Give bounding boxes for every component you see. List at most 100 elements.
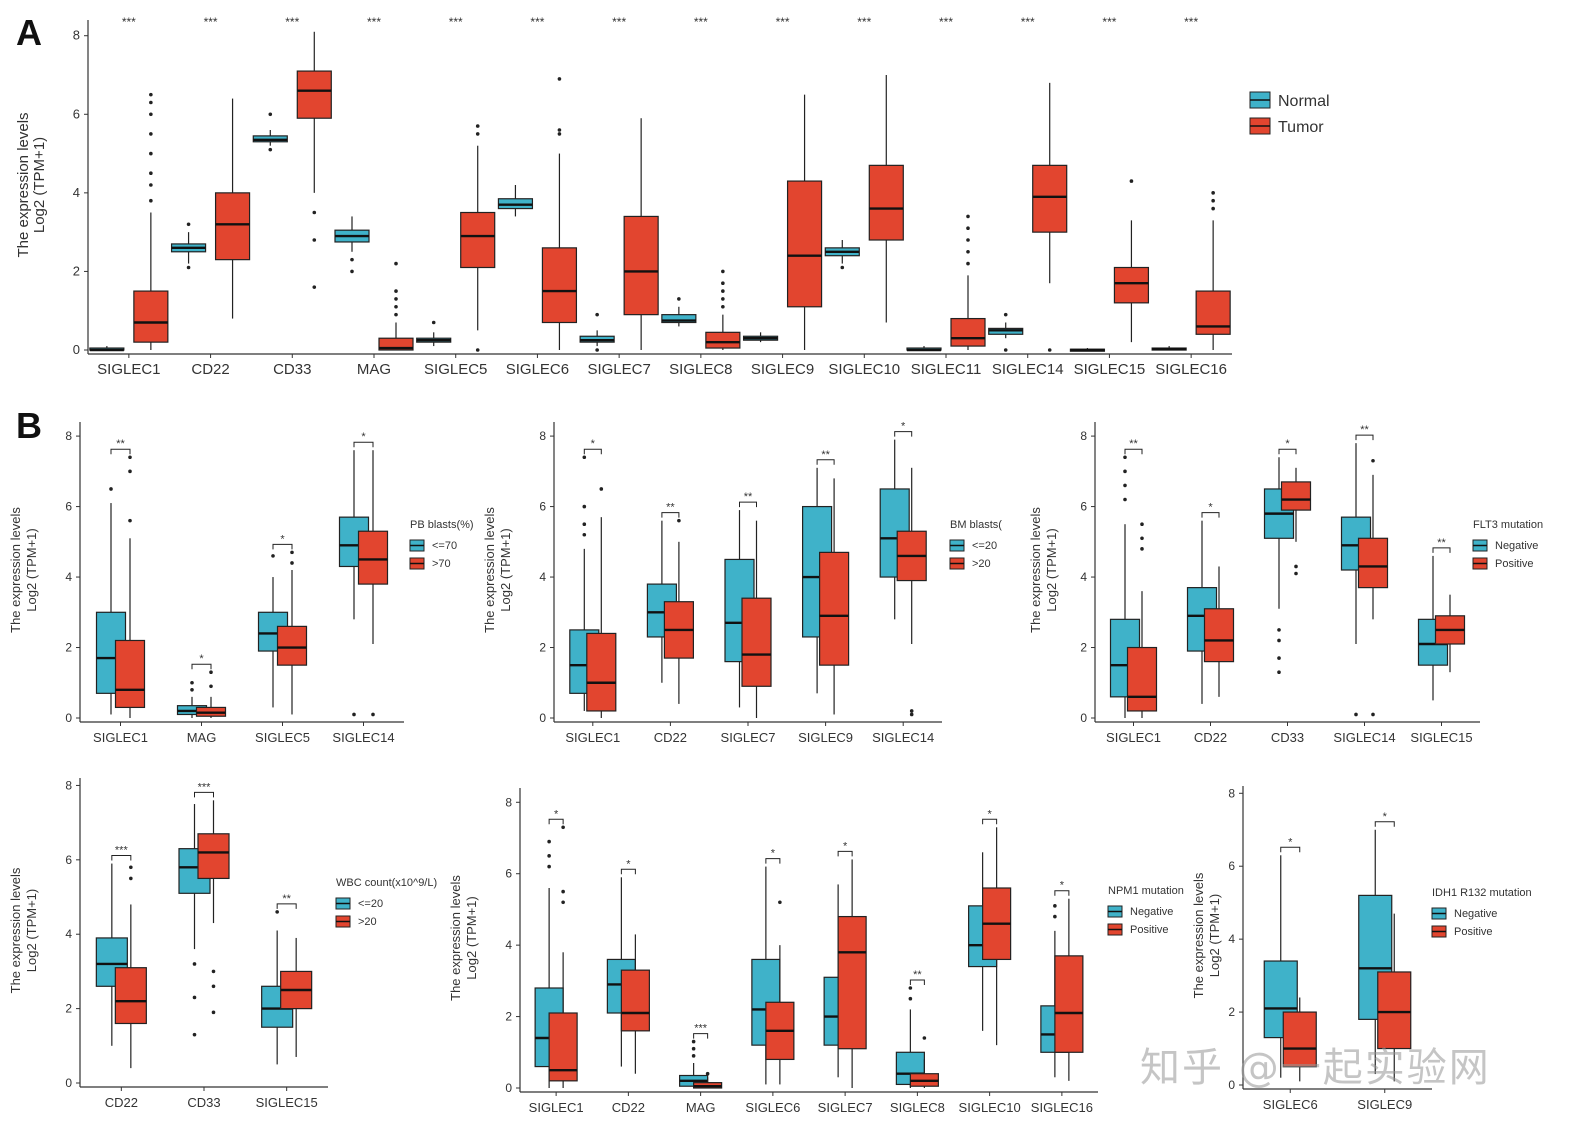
outlier-point	[909, 712, 914, 717]
box-tumor	[623, 118, 659, 350]
box-normal	[906, 346, 942, 352]
legend: Normal Tumor	[1249, 91, 1330, 136]
box-tumor	[705, 269, 741, 350]
y-tick-label: 2	[1080, 641, 1087, 655]
x-tick-label: CD22	[1194, 730, 1227, 745]
group-siglec6: *** SIGLEC6	[497, 15, 578, 378]
x-tick-label: CD33	[1271, 730, 1304, 745]
outlier-point	[721, 269, 725, 274]
sig-bracket	[111, 855, 132, 861]
outlier-point	[582, 522, 587, 526]
outlier-point	[1277, 628, 1281, 632]
box-body	[1280, 481, 1312, 511]
group-cd22: * CD22	[606, 858, 650, 1115]
box-tumor	[541, 77, 578, 350]
y-tick-label: 6	[505, 867, 512, 881]
outlier-point	[691, 1039, 696, 1044]
x-tick-label: SIGLEC14	[992, 361, 1064, 378]
box-normal	[497, 185, 534, 217]
group-siglec1: * SIGLEC1	[529, 808, 584, 1115]
sig-bracket	[1355, 434, 1374, 441]
y-tick-label: 4	[539, 570, 546, 584]
outlier-point	[394, 304, 398, 309]
outlier-point	[211, 984, 216, 989]
outlier-point	[431, 320, 436, 325]
group-siglec6: * SIGLEC6	[745, 848, 800, 1115]
box-body	[661, 314, 697, 324]
sig-label: ***	[857, 15, 871, 29]
group-siglec10: * SIGLEC10	[959, 808, 1021, 1115]
box-body	[837, 915, 867, 1050]
sig-bracket	[191, 663, 212, 670]
box-body	[623, 215, 659, 316]
x-tick-label: SIGLEC1	[565, 730, 620, 745]
sig-bracket	[816, 459, 835, 465]
sig-label: ***	[1184, 15, 1198, 29]
box-body	[214, 192, 251, 261]
group-siglec5: *** SIGLEC5	[416, 15, 496, 378]
box-tumor	[1195, 191, 1231, 350]
outlier-point	[394, 297, 398, 301]
outlier-point	[561, 900, 565, 905]
outlier-point	[211, 1010, 216, 1015]
sig-bracket	[909, 979, 925, 985]
box-tumor	[868, 75, 904, 323]
box-tumor	[765, 900, 795, 1085]
y-tick-label: 6	[65, 853, 72, 867]
x-tick-label: SIGLEC10	[828, 361, 900, 378]
outlier-point	[721, 289, 725, 293]
y-axis-subtitle: Log2 (TPM+1)	[24, 889, 39, 972]
box-body	[133, 290, 169, 343]
box-tumor	[296, 31, 332, 289]
y-tick-label: 4	[65, 927, 72, 941]
box-tumor	[133, 92, 169, 350]
outlier-point	[1047, 348, 1052, 352]
y-tick-label: 2	[65, 641, 72, 655]
outlier-point	[595, 348, 599, 352]
x-tick-label: SIGLEC7	[587, 361, 650, 378]
x-tick-label: SIGLEC1	[93, 730, 148, 745]
box-normal	[742, 332, 779, 343]
outlier-point	[312, 285, 317, 289]
x-tick-label: SIGLEC6	[745, 1100, 800, 1115]
outlier-point	[1123, 497, 1127, 502]
outlier-point	[561, 889, 565, 894]
outlier-point	[394, 261, 398, 266]
chart-b6: 0 2 4 6 8 The expression levels Log2 (TPM+1) * S…	[1191, 786, 1532, 1112]
outlier-point	[966, 261, 970, 266]
box-normal	[89, 346, 125, 352]
group-siglec7: * SIGLEC7	[818, 840, 873, 1115]
outlier-point	[721, 297, 725, 301]
y-tick-label: 2	[539, 641, 546, 655]
y-tick-label: 6	[65, 500, 72, 514]
sig-label: *	[554, 808, 559, 820]
outlier-point	[557, 132, 562, 136]
legend-label: Negative	[1130, 906, 1173, 918]
outlier-point	[599, 487, 604, 491]
y-axis-subtitle: Log2 (TPM+1)	[1044, 528, 1059, 611]
box-tumor	[1054, 898, 1084, 1081]
x-tick-label: SIGLEC14	[1333, 730, 1395, 745]
box-normal	[170, 222, 207, 270]
box-normal	[661, 297, 697, 327]
y-tick-label: 8	[1080, 429, 1087, 443]
group-mag: * MAG	[176, 653, 227, 745]
box-tumor	[1357, 458, 1389, 717]
outlier-point	[128, 518, 132, 523]
box-tumor	[663, 518, 695, 704]
y-tick-label: 4	[505, 938, 512, 952]
box-tumor	[1203, 566, 1235, 697]
legend-label: Positive	[1495, 558, 1534, 570]
outlier-point	[192, 962, 197, 966]
outlier-point	[1211, 191, 1215, 195]
box-normal	[579, 312, 615, 352]
outlier-point	[1003, 312, 1008, 317]
group-mag: *** MAG	[679, 1023, 723, 1115]
legend-label: >20	[972, 558, 991, 570]
outlier-point	[691, 1046, 696, 1051]
outlier-point	[475, 132, 480, 136]
legend-label: Positive	[1454, 926, 1493, 938]
outlier-point	[190, 680, 194, 685]
box-tumor	[280, 937, 313, 1057]
